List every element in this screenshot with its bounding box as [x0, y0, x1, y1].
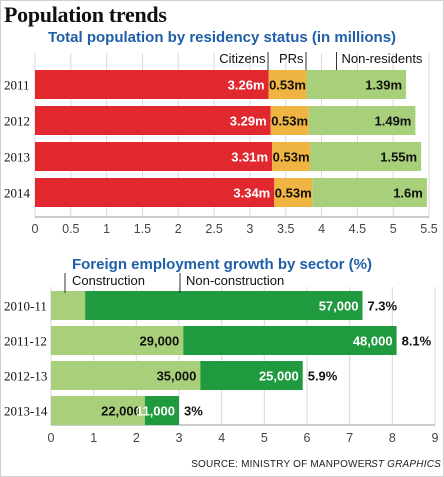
population-x-tick: 4	[318, 222, 325, 236]
population-value-label-non-residents: 1.55m	[380, 150, 417, 165]
population-value-label-prs: 0.53m	[269, 78, 306, 93]
population-year-label: 2013	[4, 150, 30, 165]
population-value-label-non-residents: 1.49m	[375, 114, 412, 129]
population-x-tick: 2	[175, 222, 182, 236]
employment-x-tick: 8	[389, 431, 396, 445]
population-value-label-prs: 0.53m	[273, 150, 310, 165]
population-x-tick: 1	[103, 222, 110, 236]
population-value-label-non-residents: 1.6m	[393, 186, 423, 201]
employment-x-tick: 2	[133, 431, 140, 445]
employment-x-tick: 3	[176, 431, 183, 445]
population-bar-non-residents	[312, 178, 427, 207]
employment-x-tick: 4	[218, 431, 225, 445]
population-chart-title: Total population by residency status (in…	[47, 29, 397, 46]
employment-value-label-construction: 22,000	[101, 404, 141, 419]
employment-bar-construction	[51, 396, 145, 425]
population-year-label: 2012	[4, 114, 30, 129]
population-x-tick: 0	[32, 222, 39, 236]
employment-bar-construction	[51, 361, 201, 390]
population-bar-citizens	[35, 142, 273, 171]
population-bar-non-residents	[306, 70, 407, 99]
population-x-tick: 3	[246, 222, 253, 236]
employment-total-label: 5.9%	[308, 369, 338, 384]
employment-x-tick: 6	[304, 431, 311, 445]
population-x-tick: 3.5	[277, 222, 294, 236]
population-bar-prs	[270, 106, 309, 135]
employment-bar-non-construction	[144, 396, 179, 425]
employment-total-label: 3%	[184, 404, 203, 419]
population-x-tick: 5.5	[420, 222, 437, 236]
employment-period-label: 2011-12	[4, 334, 47, 349]
population-bar-citizens	[35, 178, 275, 207]
population-value-label-citizens: 3.26m	[228, 78, 265, 93]
employment-bar-non-construction	[200, 361, 303, 390]
population-legend-prs: PRs	[279, 51, 304, 66]
population-value-label-citizens: 3.31m	[231, 150, 268, 165]
population-bar-non-residents	[310, 142, 422, 171]
population-bar-prs	[272, 142, 311, 171]
employment-value-label-non-construction: 57,000	[319, 299, 359, 314]
employment-x-tick: 7	[346, 431, 353, 445]
employment-value-label-non-construction: 48,000	[353, 334, 393, 349]
population-x-tick: 5	[390, 222, 397, 236]
employment-period-label: 2012-13	[4, 369, 47, 384]
page-title: Population trends	[4, 2, 167, 27]
population-x-tick: 1.5	[134, 222, 151, 236]
employment-total-label: 8.1%	[402, 334, 432, 349]
employment-period-label: 2010-11	[4, 299, 47, 314]
employment-value-label-non-construction: 25,000	[259, 369, 299, 384]
population-bar-citizens	[35, 70, 269, 99]
employment-bar-construction	[51, 326, 184, 355]
employment-x-tick: 9	[432, 431, 439, 445]
population-x-tick: 2.5	[205, 222, 222, 236]
population-x-tick: 0.5	[62, 222, 79, 236]
employment-value-label-construction: 35,000	[157, 369, 197, 384]
population-value-label-citizens: 3.29m	[230, 114, 267, 129]
population-value-label-non-residents: 1.39m	[365, 78, 402, 93]
employment-x-tick: 5	[261, 431, 268, 445]
employment-value-label-construction: 29,000	[140, 334, 180, 349]
employment-bar-non-construction	[85, 291, 363, 320]
employment-period-label: 2013-14	[4, 404, 48, 419]
employment-legend-construction: Construction	[72, 273, 145, 288]
employment-x-tick: 0	[48, 431, 55, 445]
employment-total-label: 7.3%	[367, 299, 397, 314]
population-bar-non-residents	[308, 106, 416, 135]
population-value-label-prs: 0.53m	[271, 114, 308, 129]
population-bar-prs	[268, 70, 307, 99]
source-note: SOURCE: MINISTRY OF MANPOWER	[191, 459, 372, 470]
population-legend-non-residents: Non-residents	[342, 51, 423, 66]
employment-bar-construction	[51, 291, 86, 320]
population-value-label-prs: 0.53m	[275, 186, 312, 201]
employment-legend-non-construction: Non-construction	[186, 273, 284, 288]
population-legend-citizens: Citizens	[219, 51, 266, 66]
population-x-tick: 4.5	[349, 222, 366, 236]
population-value-label-citizens: 3.34m	[233, 186, 270, 201]
graphics-credit: ST GRAPHICS	[371, 459, 441, 470]
employment-bar-non-construction	[183, 326, 397, 355]
population-bar-citizens	[35, 106, 271, 135]
employment-value-label-non-construction: 11,000	[136, 404, 175, 419]
employment-x-tick: 1	[90, 431, 97, 445]
population-bar-prs	[274, 178, 313, 207]
population-year-label: 2014	[4, 186, 31, 201]
population-year-label: 2011	[4, 78, 30, 93]
employment-chart-title: Foreign employment growth by sector (%)	[71, 256, 373, 273]
